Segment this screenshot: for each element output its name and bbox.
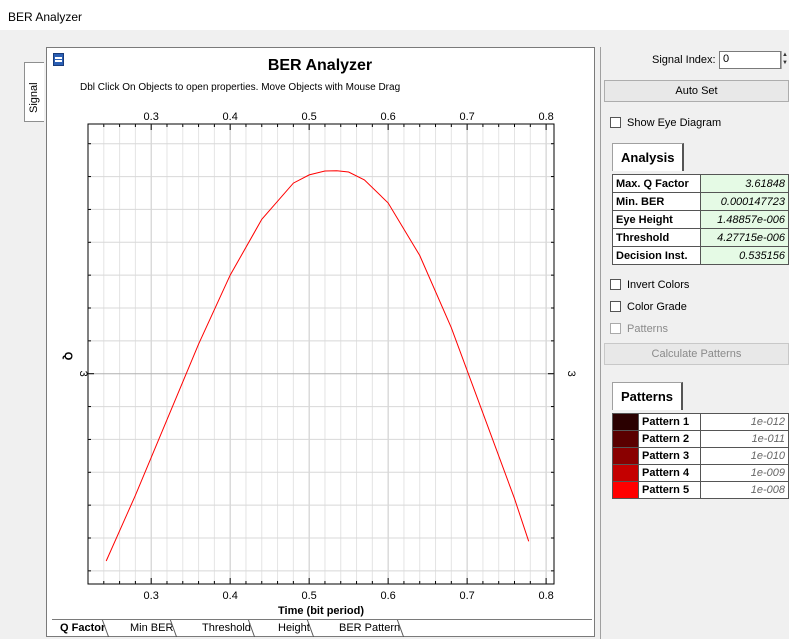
patterns-check-label: Patterns xyxy=(627,323,668,335)
tab-q-factor[interactable]: Q Factor xyxy=(60,620,117,637)
metric-key: Decision Inst. xyxy=(612,246,701,265)
patterns-checkbox[interactable]: Patterns xyxy=(610,323,668,335)
tab-ber-pattern[interactable]: BER Pattern xyxy=(339,620,412,637)
pattern-value: 1e-010 xyxy=(700,447,789,465)
metric-key: Min. BER xyxy=(612,192,701,211)
pattern-color-swatch[interactable] xyxy=(612,481,639,499)
tab-ber-pattern-label: BER Pattern xyxy=(339,622,401,634)
graph-properties-icon[interactable] xyxy=(53,53,64,66)
pattern-color-swatch[interactable] xyxy=(612,447,639,465)
plot-area xyxy=(87,123,555,585)
patterns-table: Pattern 1 1e-012 Pattern 2 1e-011 Pattern … xyxy=(612,413,789,499)
x-tick-label-bottom: 0.7 xyxy=(459,590,474,602)
show-eye-diagram-checkbox[interactable]: Show Eye Diagram xyxy=(610,117,721,129)
pattern-value: 1e-009 xyxy=(700,464,789,482)
y-axis-label: Q xyxy=(62,352,74,361)
pattern-value: 1e-011 xyxy=(700,430,789,448)
table-row[interactable]: Pattern 2 1e-011 xyxy=(612,430,789,448)
table-row: Threshold 4.27715e-006 xyxy=(612,228,789,247)
x-tick-label-top: 0.3 xyxy=(144,111,159,123)
metric-value: 4.27715e-006 xyxy=(700,228,789,247)
graph-title: BER Analyzer xyxy=(267,57,373,74)
x-tick-label-top: 0.6 xyxy=(380,111,395,123)
tab-height[interactable]: Height xyxy=(278,620,321,637)
table-row: Min. BER 0.000147723 xyxy=(612,192,789,211)
metric-value: 1.48857e-006 xyxy=(700,210,789,229)
pattern-value: 1e-012 xyxy=(700,413,789,431)
plot-tick-labels: 0.3 0.3 0.4 0.4 0.5 0.5 0.6 0.6 0.7 0.7 0.8 0.8 3 3 xyxy=(77,111,577,602)
signal-index-label: Signal Index: xyxy=(652,54,716,66)
signal-index-input[interactable]: 0 xyxy=(719,51,781,69)
metric-value: 0.000147723 xyxy=(700,192,789,211)
checkbox-icon[interactable] xyxy=(610,323,621,334)
table-row[interactable]: Pattern 5 1e-008 xyxy=(612,481,789,499)
invert-colors-checkbox[interactable]: Invert Colors xyxy=(610,279,689,291)
panel-divider[interactable] xyxy=(600,47,601,639)
tab-analysis[interactable]: Analysis xyxy=(612,143,685,171)
spin-up-icon[interactable]: ▲ xyxy=(782,52,788,58)
table-row[interactable]: Pattern 3 1e-010 xyxy=(612,447,789,465)
x-tick-label-bottom: 0.3 xyxy=(144,590,159,602)
pattern-value: 1e-008 xyxy=(700,481,789,499)
color-grade-label: Color Grade xyxy=(627,301,687,313)
tab-patterns[interactable]: Patterns xyxy=(612,382,684,410)
spin-down-icon[interactable]: ▼ xyxy=(782,60,788,66)
pattern-color-swatch[interactable] xyxy=(612,430,639,448)
x-tick-label-bottom: 0.8 xyxy=(538,590,553,602)
tab-q-factor-label: Q Factor xyxy=(60,622,106,634)
tab-height-label: Height xyxy=(278,622,310,634)
table-row[interactable]: Pattern 1 1e-012 xyxy=(612,413,789,431)
x-tick-label-bottom: 0.5 xyxy=(302,590,317,602)
tab-signal[interactable]: Signal xyxy=(24,62,44,122)
signal-index-spinner[interactable]: ▲ ▼ xyxy=(781,51,789,69)
table-row: Eye Height 1.48857e-006 xyxy=(612,210,789,229)
x-axis-label: Time (bit period) xyxy=(278,605,364,617)
metric-key: Eye Height xyxy=(612,210,701,229)
metric-key: Max. Q Factor xyxy=(612,174,701,193)
y-tick-label-right: 3 xyxy=(565,371,577,377)
tab-min-ber[interactable]: Min BER xyxy=(130,620,185,637)
checkbox-icon[interactable] xyxy=(610,117,621,128)
table-row[interactable]: Pattern 4 1e-009 xyxy=(612,464,789,482)
checkbox-icon[interactable] xyxy=(610,279,621,290)
x-tick-label-top: 0.8 xyxy=(538,111,553,123)
pattern-color-swatch[interactable] xyxy=(612,413,639,431)
auto-set-button[interactable]: Auto Set xyxy=(604,80,789,102)
table-row: Max. Q Factor 3.61848 xyxy=(612,174,789,193)
checkbox-icon[interactable] xyxy=(610,301,621,312)
plot-ticks xyxy=(88,124,554,584)
pattern-key: Pattern 5 xyxy=(638,481,701,499)
pattern-color-swatch[interactable] xyxy=(612,464,639,482)
x-tick-label-top: 0.4 xyxy=(223,111,238,123)
table-row: Decision Inst. 0.535156 xyxy=(612,246,789,265)
x-tick-label-bottom: 0.4 xyxy=(223,590,238,602)
calculate-patterns-button[interactable]: Calculate Patterns xyxy=(604,343,789,365)
x-tick-label-bottom: 0.6 xyxy=(380,590,395,602)
analysis-table: Max. Q Factor 3.61848 Min. BER 0.000147723… xyxy=(612,174,789,265)
y-tick-label-left: 3 xyxy=(77,371,89,377)
q-factor-curve[interactable] xyxy=(105,170,530,562)
tab-threshold[interactable]: Threshold xyxy=(202,620,263,637)
invert-colors-label: Invert Colors xyxy=(627,279,690,291)
pattern-key: Pattern 2 xyxy=(638,430,701,448)
show-eye-diagram-label: Show Eye Diagram xyxy=(627,117,722,129)
metric-key: Threshold xyxy=(612,228,701,247)
chart-tab-strip: Q Factor Min BER Threshold Height BER Pa… xyxy=(52,619,592,637)
pattern-key: Pattern 3 xyxy=(638,447,701,465)
window-title: BER Analyzer xyxy=(0,0,789,30)
x-tick-label-top: 0.7 xyxy=(459,111,474,123)
metric-value: 0.535156 xyxy=(700,246,789,265)
color-grade-checkbox[interactable]: Color Grade xyxy=(610,301,687,313)
pattern-key: Pattern 4 xyxy=(638,464,701,482)
graph-subtitle: Dbl Click On Objects to open properties.… xyxy=(80,82,401,93)
tab-min-ber-label: Min BER xyxy=(130,622,174,634)
pattern-key: Pattern 1 xyxy=(638,413,701,431)
x-tick-label-top: 0.5 xyxy=(302,111,317,123)
plot-grid xyxy=(88,124,554,584)
metric-value: 3.61848 xyxy=(700,174,789,193)
tab-threshold-label: Threshold xyxy=(202,622,251,634)
